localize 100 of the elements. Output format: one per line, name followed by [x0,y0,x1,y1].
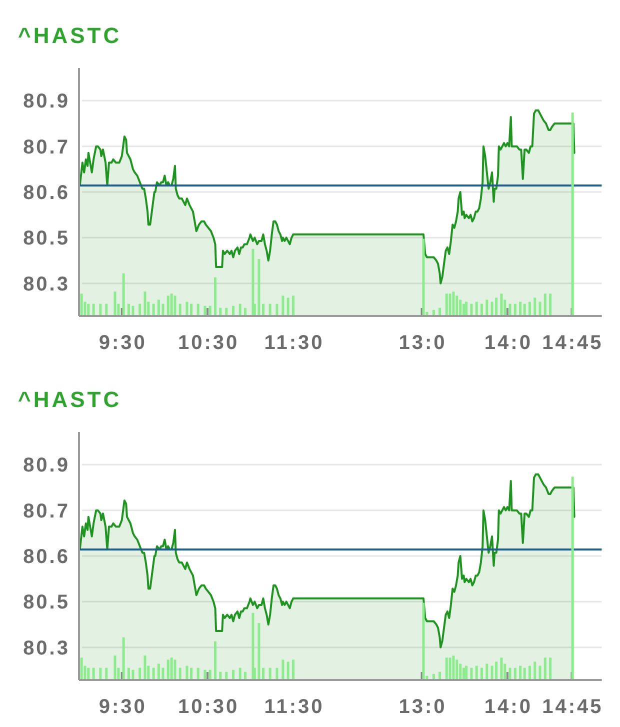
bar [475,302,478,316]
bar [486,300,488,316]
bar [186,302,188,316]
bar [105,304,108,316]
bar [571,112,574,316]
bar [523,668,526,680]
y-tick-label: 80.5 [23,228,70,250]
bar [475,666,478,680]
bar [99,304,102,316]
bar [549,658,552,680]
bar [480,668,483,680]
bar [214,641,216,680]
bar [162,668,164,680]
y-tick-label: 80.6 [23,546,70,568]
bar [276,304,278,316]
bar [127,668,130,680]
bar [92,304,95,316]
bar [174,296,176,316]
bar [452,656,455,680]
bar [462,668,465,680]
bar [87,304,90,316]
bar [276,668,278,680]
y-tick-label: 80.7 [23,500,70,522]
bar [99,668,102,680]
bar [186,666,188,680]
x-tick-label: 11:30 [264,332,324,354]
x-tick-label: 9:30 [98,696,147,718]
bar [262,304,264,316]
bar [162,304,164,316]
bar [534,298,536,316]
bar [422,238,425,316]
y-tick-label: 80.6 [23,182,70,204]
bar [170,658,173,680]
bar [462,304,465,316]
bar [282,296,284,316]
x-tick-label: 10:30 [178,696,240,718]
bar [144,656,146,680]
bar [138,668,142,680]
bar [544,294,546,316]
bar [459,300,462,316]
bar [495,298,498,316]
bar [166,660,170,680]
bar [170,294,173,316]
bar [495,662,498,680]
bar [500,294,503,316]
bar [422,602,425,680]
x-tick-label: 13:0 [398,696,447,718]
x-tick-label: 14:0 [484,332,532,354]
bar [470,304,473,316]
bar [538,666,542,680]
x-tick-label: 10:30 [178,332,240,354]
bar [252,612,254,680]
bar [445,294,448,316]
bar [80,658,83,680]
x-tick-label: 11:30 [264,696,324,718]
x-tick-label: 14:0 [484,696,532,718]
bar [508,668,512,680]
bar [549,294,552,316]
bar [127,304,130,316]
bar [571,476,574,680]
bar [105,668,108,680]
bar [514,668,516,680]
bar [196,304,200,316]
bar [258,259,260,316]
bar [144,292,146,316]
bar [528,666,531,680]
bar [519,666,522,680]
bar [282,660,284,680]
bar [152,668,155,680]
y-tick-label: 80.3 [23,637,70,660]
bar [262,668,264,680]
y-tick-label: 80.7 [23,136,70,158]
y-tick-label: 80.9 [23,454,70,477]
bar [459,664,462,680]
bar [508,304,512,316]
bar [523,304,526,316]
bar [519,302,522,316]
bar [490,666,494,680]
bar [448,658,452,680]
bar [138,304,142,316]
bar [465,302,468,316]
bar [448,294,452,316]
bar [528,302,531,316]
bar [490,302,494,316]
bar [190,668,192,680]
bar [465,666,468,680]
bar [152,304,155,316]
bar [470,668,473,680]
bar [500,658,503,680]
bar [157,664,160,680]
chart-title: ^HASTC [18,387,122,412]
x-tick-label: 9:30 [98,332,147,354]
bar [80,294,83,316]
bar [92,668,95,680]
bar [286,662,290,680]
bar [87,668,90,680]
bar [174,660,176,680]
bar [166,296,170,316]
bar [122,273,125,316]
bar [480,304,483,316]
